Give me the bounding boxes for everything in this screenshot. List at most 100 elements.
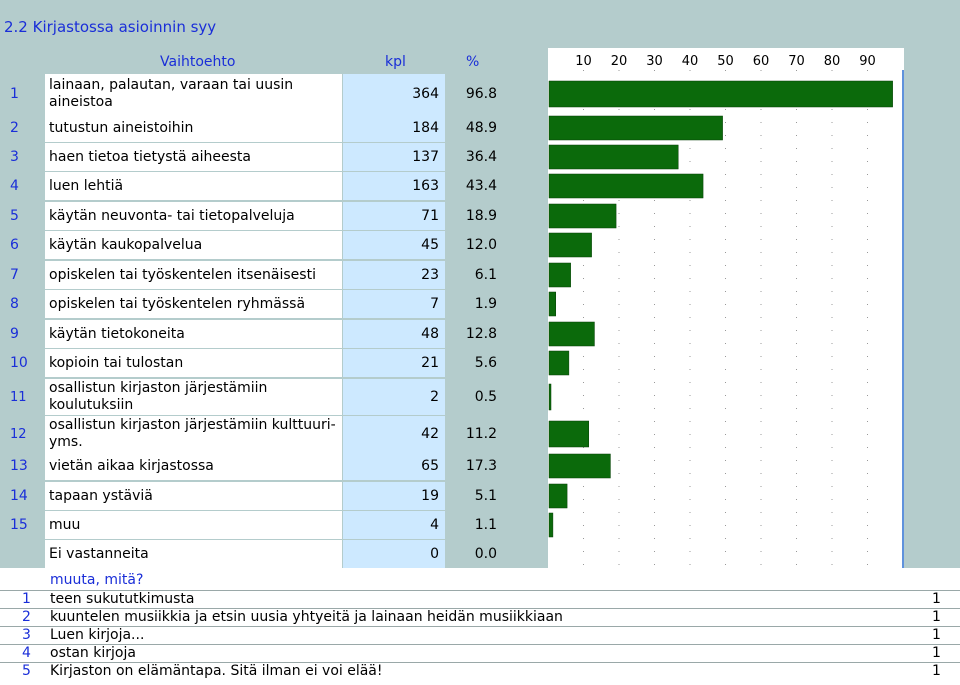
row-number: 3 <box>10 149 19 165</box>
bar <box>548 203 617 229</box>
row-percent: 48.9 <box>465 120 497 136</box>
list-item: 2 kuuntelen musiikkia ja etsin uusia yhty… <box>0 609 960 627</box>
table-row: 10 kopioin tai tulostan 21 5.6 <box>4 349 548 377</box>
row-divider <box>0 644 960 645</box>
answer-count: 1 <box>932 591 941 607</box>
row-count: 48 <box>343 320 445 348</box>
answer-count: 1 <box>932 627 941 643</box>
row-number: 15 <box>10 517 28 533</box>
row-count: 4 <box>343 511 445 539</box>
table-row: 4 luen lehtiä 163 43.4 <box>4 172 548 200</box>
answer-text: ostan kirjoja <box>50 645 136 661</box>
table-row: 6 käytän kaukopalvelua 45 12.0 <box>4 231 548 259</box>
row-number: 4 <box>10 178 19 194</box>
row-label: kopioin tai tulostan <box>45 349 342 377</box>
row-percent: 96.8 <box>465 86 497 102</box>
row-label: muu <box>45 511 342 539</box>
tick-label: 10 <box>575 54 592 69</box>
header-option: Vaihtoehto <box>160 54 236 70</box>
table-row: 15 muu 4 1.1 <box>4 511 548 539</box>
bar <box>548 453 611 479</box>
row-count: 364 <box>343 74 445 114</box>
row-count: 21 <box>343 349 445 377</box>
bar <box>548 420 590 448</box>
section-title: 2.2 Kirjastossa asioinnin syy <box>4 18 217 36</box>
row-label: osallistun kirjaston järjestämiin kulttu… <box>45 416 342 452</box>
bar <box>548 291 556 317</box>
row-percent: 12.8 <box>465 326 497 342</box>
answer-text: Luen kirjoja... <box>50 627 145 643</box>
bar <box>548 144 679 170</box>
other-answers-title: muuta, mitä? <box>50 572 144 588</box>
table-row: 7 opiskelen tai työskentelen itsenäisesti… <box>4 261 548 289</box>
row-divider <box>0 662 960 663</box>
bar <box>548 321 595 347</box>
row-label: haen tietoa tietystä aiheesta <box>45 143 342 171</box>
bar <box>548 173 704 199</box>
row-number: 11 <box>10 389 27 405</box>
table-row: 13 vietän aikaa kirjastossa 65 17.3 <box>4 452 548 480</box>
row-number: 1 <box>10 86 19 102</box>
row-number: 7 <box>10 267 19 283</box>
row-count: 45 <box>343 231 445 259</box>
tick-label: 50 <box>717 54 734 69</box>
row-number: 12 <box>10 426 27 442</box>
row-label: Ei vastanneita <box>45 540 342 568</box>
list-item: 5 Kirjaston on elämäntapa. Sitä ilman ei … <box>0 663 960 681</box>
table-row: 5 käytän neuvonta- tai tietopalveluja 71 18… <box>4 202 548 230</box>
bar-chart: 10 20 30 40 50 60 70 80 90 <box>548 48 904 568</box>
row-label: vietän aikaa kirjastossa <box>45 452 342 480</box>
table-row: 3 haen tietoa tietystä aiheesta 137 36.4 <box>4 143 548 171</box>
row-count: 23 <box>343 261 445 289</box>
row-count: 0 <box>343 540 445 568</box>
header-percent: % <box>466 54 480 70</box>
bar <box>548 350 570 376</box>
bar <box>548 512 554 538</box>
row-percent: 18.9 <box>465 208 497 224</box>
tick-label: 40 <box>682 54 699 69</box>
row-count: 163 <box>343 172 445 200</box>
row-count: 184 <box>343 114 445 142</box>
row-percent: 5.6 <box>474 355 497 371</box>
row-number: 9 <box>10 326 19 342</box>
row-label: käytän kaukopalvelua <box>45 231 342 259</box>
row-percent: 1.9 <box>474 296 497 312</box>
answer-text: kuuntelen musiikkia ja etsin uusia yhtye… <box>50 609 563 625</box>
tick-label: 30 <box>646 54 663 69</box>
answer-number: 1 <box>22 591 31 607</box>
tick-label: 80 <box>824 54 841 69</box>
row-percent: 43.4 <box>465 178 497 194</box>
row-label: tutustun aineistoihin <box>45 114 342 142</box>
table-row: 9 käytän tietokoneita 48 12.8 <box>4 320 548 348</box>
answer-text: Kirjaston on elämäntapa. Sitä ilman ei v… <box>50 663 383 679</box>
row-percent: 36.4 <box>465 149 497 165</box>
answer-text: teen sukututkimusta <box>50 591 195 607</box>
row-count: 137 <box>343 143 445 171</box>
row-percent: 17.3 <box>465 458 497 474</box>
table-row: 14 tapaan ystäviä 19 5.1 <box>4 482 548 510</box>
row-count: 42 <box>343 416 445 452</box>
row-count: 19 <box>343 482 445 510</box>
row-label: opiskelen tai työskentelen ryhmässä <box>45 290 342 318</box>
table-row: 11 osallistun kirjaston järjestämiin koul… <box>4 379 548 415</box>
row-label: tapaan ystäviä <box>45 482 342 510</box>
row-label: osallistun kirjaston järjestämiin koulut… <box>45 379 342 415</box>
row-number <box>4 540 44 568</box>
row-label: luen lehtiä <box>45 172 342 200</box>
row-number: 10 <box>10 355 28 371</box>
row-label: käytän tietokoneita <box>45 320 342 348</box>
row-number: 5 <box>10 208 19 224</box>
table-row: 8 opiskelen tai työskentelen ryhmässä 7 1.9 <box>4 290 548 318</box>
row-count: 65 <box>343 452 445 480</box>
row-number: 8 <box>10 296 19 312</box>
answer-number: 3 <box>22 627 31 643</box>
row-number: 13 <box>10 458 28 474</box>
answer-number: 4 <box>22 645 31 661</box>
row-number: 6 <box>10 237 19 253</box>
tick-label: 90 <box>859 54 876 69</box>
row-percent: 5.1 <box>474 488 497 504</box>
answer-number: 2 <box>22 609 31 625</box>
row-number: 2 <box>10 120 19 136</box>
list-item: 4 ostan kirjoja 1 <box>0 645 960 663</box>
bar <box>548 383 552 411</box>
